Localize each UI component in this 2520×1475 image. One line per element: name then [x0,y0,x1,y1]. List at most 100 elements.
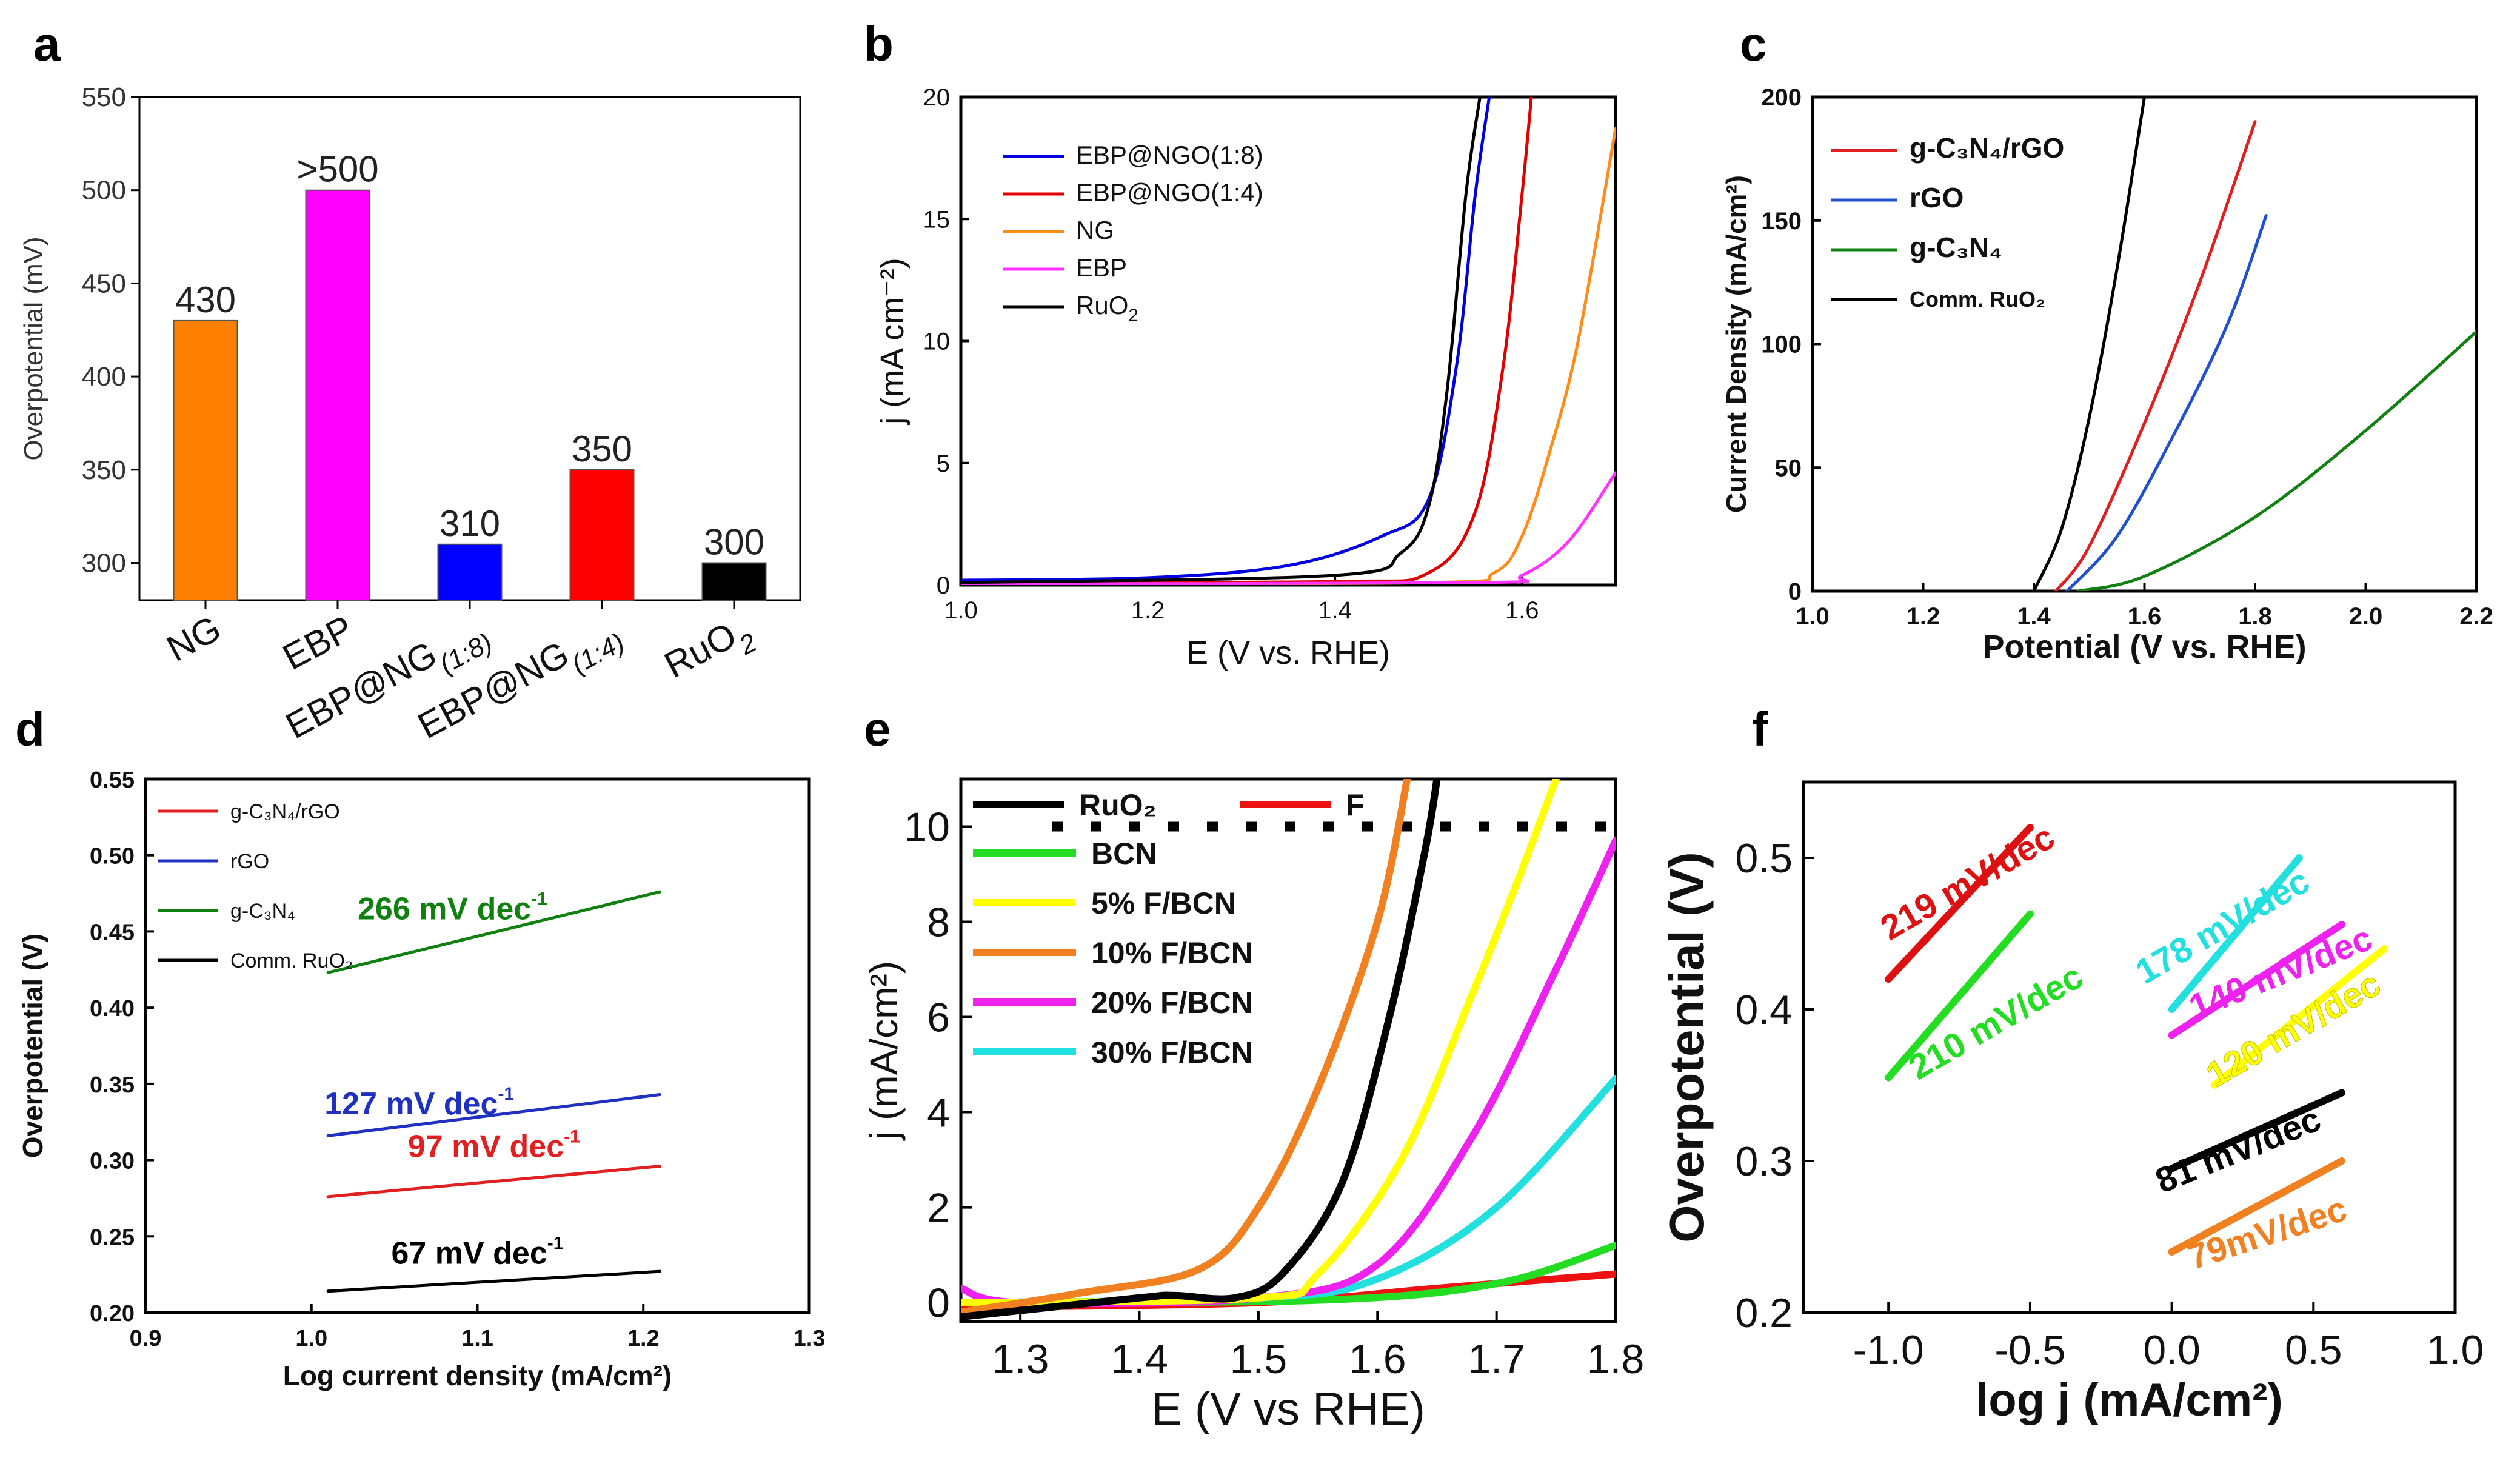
y-axis-label-b: j (mA cm⁻²) [874,258,911,425]
y-tick-label-c: 100 [1761,332,1802,358]
slope-text: 97 mV dec [408,1129,564,1165]
x-tick-label-f: -0.5 [1994,1327,2065,1373]
bar-value-label: 430 [175,279,236,320]
legend-text: rGO [230,850,269,873]
x-tick-label-c: 1.4 [2017,603,2051,630]
y-tick-label-a: 350 [82,455,126,485]
panel-a: a 300 350 400 450 500 550 Overpotential (mV) 430… [19,17,801,746]
series-line-g-C3N4 [326,890,662,974]
y-axis-label-a: Overpotential (mV) [19,236,48,460]
y-tick-label-d: 0.50 [90,844,135,869]
y-tick-label-c: 200 [1761,84,1802,111]
legend-label: RuO₂ [1079,788,1157,822]
series-line-10% F/BCN [961,779,1411,1316]
y-tick-label-a: 500 [82,176,126,206]
legend-text: rGO [1910,182,1964,213]
legend-label: 20% F/BCN [1091,986,1253,1020]
bar-NG [173,319,238,601]
legend-label: Comm. RuO₂ [230,949,353,972]
y-tick-label-c: 150 [1761,208,1802,235]
legend-text: EBP [1076,253,1127,282]
legend-label: EBP@NGO(1:4) [1076,178,1263,207]
series-group-f [1885,824,2388,1256]
legend-subscript: 2 [1128,306,1138,326]
plot-frame-f [1802,780,2457,1314]
panel-letter-d: d [15,702,45,756]
y-tick-label-e: 2 [927,1185,950,1231]
legend-text: EBP@NGO(1:8) [1076,141,1263,169]
y-tick-label-a: 400 [82,362,126,392]
series-line-Comm. RuO2 [2032,97,2146,591]
y-tick-label-e: 6 [927,995,950,1041]
x-axis-label-f: log j (mA/cm²) [1976,1374,2283,1426]
y-axis-label-e: j (mA/cm²) [862,961,906,1141]
y-tick-label-b: 5 [937,450,950,477]
x-tick-label-c: 1.6 [2128,603,2162,630]
series-line-219 mV/dec [1885,824,2034,983]
legend-label: 10% F/BCN [1091,936,1253,970]
x-tick-label-c: 1.0 [1796,603,1830,630]
slope-superscript: -1 [547,1234,564,1254]
y-tick-label-d: 0.45 [90,920,135,945]
series-line-120 mV/dec [2210,945,2388,1089]
x-tick-label-d: 1.3 [794,1326,826,1351]
bar-value-label: 300 [704,522,764,563]
y-tick-label-d: 0.55 [90,768,135,793]
x-tick-label-e: 1.3 [992,1336,1049,1382]
y-axis-label-c: Current Density (mA/cm²) [1720,175,1752,513]
legend-label: g-C₃N₄ [230,900,295,923]
y-tick-label-e: 8 [927,900,950,946]
legend-text: NG [1076,216,1114,244]
slope-annotation: 67 mV dec-1 [392,1234,564,1271]
legend-label: F [1346,788,1365,822]
panel-b: b 1.0 1.2 1.4 1.6 0 5 10 15 20 E (V vs. RHE) j (mA … [864,17,1617,671]
bar-value-label: 310 [439,503,500,544]
x-tick-label-c: 2.0 [2349,603,2383,630]
x-tick-label-b: 1.2 [1131,597,1165,624]
bar-RuO2 [701,562,767,601]
y-tick-label-e: 4 [927,1090,950,1136]
y-tick-label-c: 0 [1788,578,1802,605]
panel-letter-e: e [864,702,891,756]
slope-annotation: 97 mV dec-1 [408,1127,580,1165]
slope-annotation: 127 mV dec-1 [324,1084,514,1122]
y-axis-label-d: Overpotential (V) [17,934,48,1159]
legend-label: 5% F/BCN [1091,886,1236,920]
x-tick-label-b: 1.0 [944,597,978,624]
x-tick-label-c: 1.2 [1907,603,1940,630]
series-group-d [326,890,662,1293]
bar-EBP@NG(1:4) [569,469,635,601]
series-line-rGO [326,1092,662,1137]
y-tick-label-b: 10 [923,329,951,355]
x-axis-label-c: Potential (V vs. RHE) [1982,629,2306,665]
slope-superscript: -1 [498,1084,514,1104]
y-tick-label-f: 0.3 [1735,1139,1793,1185]
y-tick-label-f: 0.5 [1735,835,1793,881]
legend-text: g-C₃N₄ [230,900,295,923]
slope-text: 127 mV dec [324,1086,498,1122]
legend-label: g-C₃N₄/rGO [230,800,340,823]
legend-label: g-C₃N₄ [1910,232,2002,263]
legend-text: Comm. RuO₂ [1910,287,2045,312]
y-tick-label-b: 15 [923,206,951,233]
series-line-140 mV/dec [2168,921,2346,1039]
legend-text: Comm. RuO₂ [230,949,353,972]
y-tick-label-f: 0.4 [1735,987,1793,1033]
panel-letter-c: c [1740,17,1767,71]
y-tick-label-d: 0.30 [90,1149,135,1174]
legend-label: RuO2 [1076,291,1138,326]
series-line-g-C3N4/rGO [326,1165,662,1199]
plot-frame-e [959,777,1617,1323]
legend-label: EBP@NGO(1:8) [1076,141,1263,169]
series-line-81 mV/dec [2168,1089,2346,1172]
y-tick-label-a: 550 [82,82,126,112]
series-line-178 mV/dec [2168,854,2303,1013]
x-tick-label-d: 1.2 [627,1326,660,1351]
slope-superscript: -1 [564,1127,580,1147]
x-tick-label-f: 0.0 [2143,1327,2201,1373]
x-tick-label-e: 1.7 [1468,1336,1525,1382]
slope-annotation: 266 mV dec-1 [358,889,547,926]
y-tick-label-a: 450 [82,269,126,298]
x-tick-label-f: 1.0 [2427,1327,2484,1373]
